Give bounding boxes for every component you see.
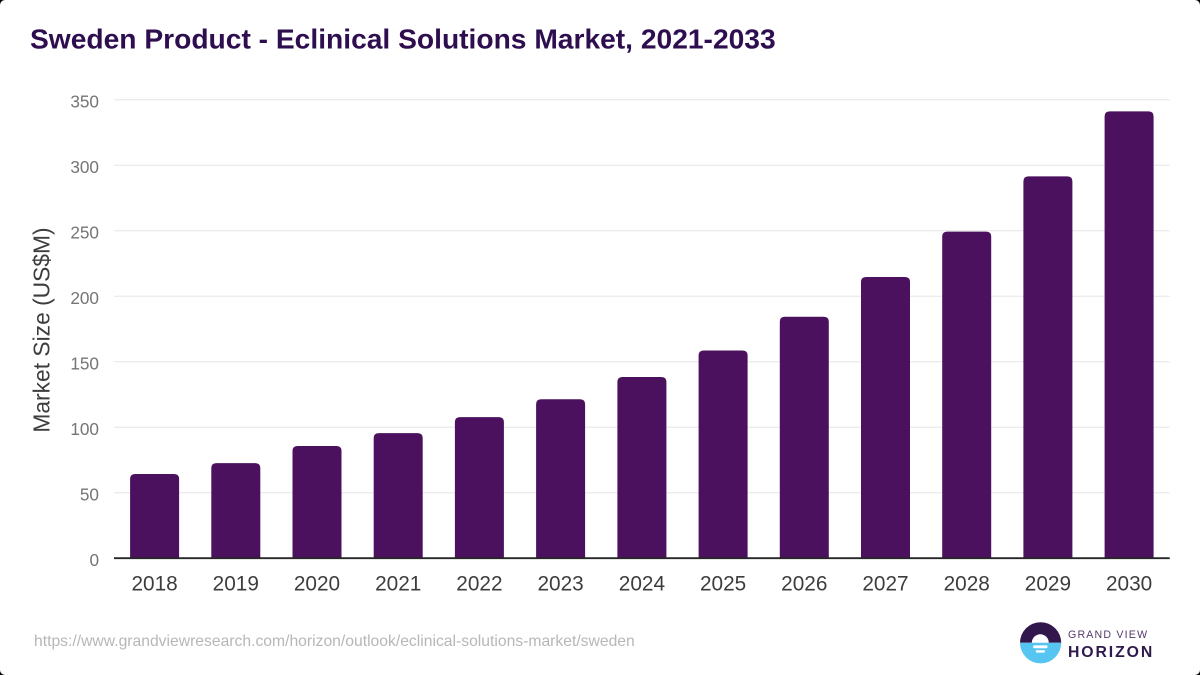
svg-text:0: 0 xyxy=(89,550,99,570)
svg-text:2027: 2027 xyxy=(862,573,908,596)
svg-text:2026: 2026 xyxy=(781,573,827,596)
svg-text:2030: 2030 xyxy=(1106,573,1152,596)
svg-text:200: 200 xyxy=(70,288,99,308)
svg-text:GRAND VIEW: GRAND VIEW xyxy=(1068,629,1148,641)
svg-text:2029: 2029 xyxy=(1025,573,1071,596)
svg-text:2019: 2019 xyxy=(213,573,259,596)
svg-text:2028: 2028 xyxy=(944,573,990,596)
svg-text:100: 100 xyxy=(70,419,99,439)
svg-text:https://www.grandviewresearch.: https://www.grandviewresearch.com/horizo… xyxy=(34,633,635,650)
svg-text:2018: 2018 xyxy=(131,573,177,596)
svg-text:2023: 2023 xyxy=(537,573,583,596)
svg-text:HORIZON: HORIZON xyxy=(1068,644,1154,661)
svg-text:Market Size (US$M): Market Size (US$M) xyxy=(29,227,55,432)
svg-text:2021: 2021 xyxy=(375,573,421,596)
svg-text:2025: 2025 xyxy=(700,573,746,596)
svg-text:2024: 2024 xyxy=(619,573,665,596)
svg-text:150: 150 xyxy=(70,354,99,374)
svg-text:2020: 2020 xyxy=(294,573,340,596)
svg-text:300: 300 xyxy=(70,157,99,177)
svg-text:2022: 2022 xyxy=(456,573,502,596)
svg-text:250: 250 xyxy=(70,223,99,243)
svg-text:50: 50 xyxy=(80,485,99,505)
svg-text:350: 350 xyxy=(70,92,99,112)
svg-text:Sweden Product - Eclinical Sol: Sweden Product - Eclinical Solutions Mar… xyxy=(30,22,776,54)
